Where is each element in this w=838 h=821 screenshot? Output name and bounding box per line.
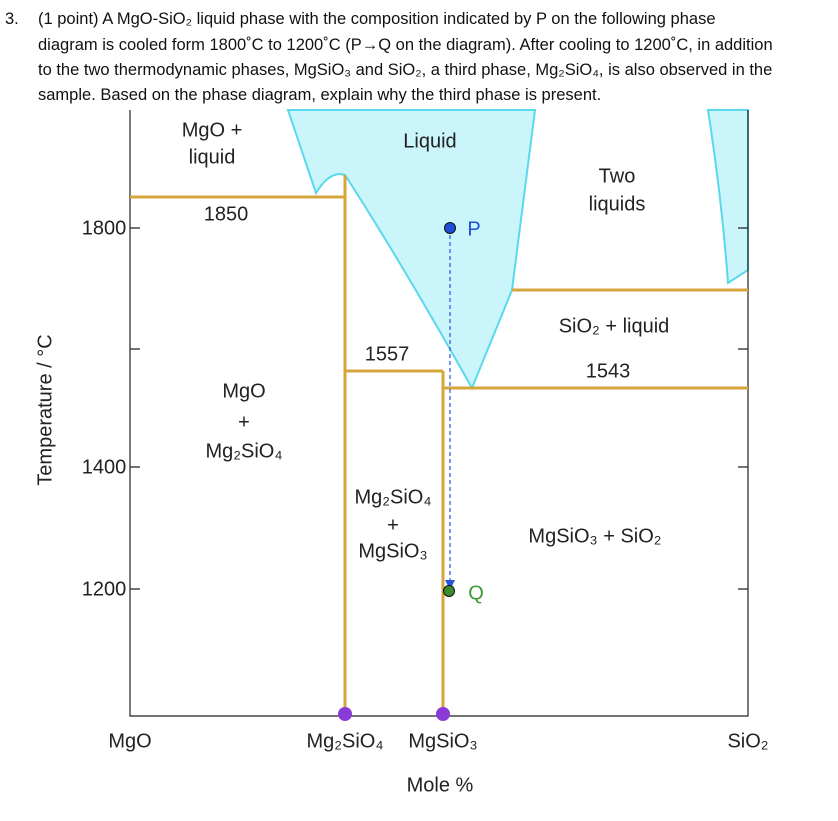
- y-tick-label: 1200: [82, 578, 127, 600]
- liquid-region: [286, 109, 537, 391]
- temperature-label: 1543: [586, 360, 631, 382]
- question-number: 3.: [5, 10, 19, 28]
- point-label: Q: [468, 582, 484, 604]
- y-tick-label: 1800: [82, 217, 127, 239]
- region-label: +: [387, 514, 399, 536]
- x-label: SiO₂: [727, 730, 768, 752]
- region-label: MgSiO₃ + SiO₂: [528, 525, 661, 547]
- region-label: liquid: [189, 146, 236, 168]
- region-label: MgO: [222, 380, 265, 402]
- region-label: +: [238, 411, 250, 433]
- question-line: to the two thermodynamic phases, MgSiO₃ …: [38, 61, 772, 79]
- x-label: Mg₂SiO₄: [306, 730, 383, 752]
- point-label: P: [467, 218, 480, 240]
- question-line: sample. Based on the phase diagram, expl…: [38, 86, 601, 104]
- composition-dot: [338, 707, 352, 721]
- temperature-label: 1850: [204, 203, 249, 225]
- phase-boundaries: [130, 175, 748, 716]
- region-label: Mg₂SiO₄: [354, 486, 431, 508]
- y-tick-label: 1400: [82, 456, 127, 478]
- x-label: MgSiO₃: [408, 730, 477, 752]
- region-label: liquids: [589, 193, 646, 215]
- composition-dot: [436, 707, 450, 721]
- point-q: [443, 585, 455, 597]
- arrow-head: [445, 580, 455, 590]
- x-axis-label: Mole %: [407, 774, 474, 796]
- point-p: [444, 222, 456, 234]
- region-label: MgO +: [182, 119, 243, 141]
- x-label: MgO: [108, 730, 151, 752]
- tick-marks: [130, 227, 748, 590]
- region-label: SiO₂ + liquid: [559, 315, 670, 337]
- liquid-region: [706, 109, 749, 285]
- region-label: Two: [599, 165, 636, 187]
- question-line: (1 point) A MgO-SiO₂ liquid phase with t…: [38, 10, 716, 28]
- y-axis-label: Temperature / °C: [34, 334, 56, 485]
- region-label: MgSiO₃: [358, 540, 427, 562]
- region-label: Liquid: [403, 130, 456, 152]
- temperature-label: 1557: [365, 343, 410, 365]
- region-label: Mg₂SiO₄: [205, 440, 282, 462]
- question-line: diagram is cooled form 1800˚C to 1200˚C …: [38, 36, 773, 54]
